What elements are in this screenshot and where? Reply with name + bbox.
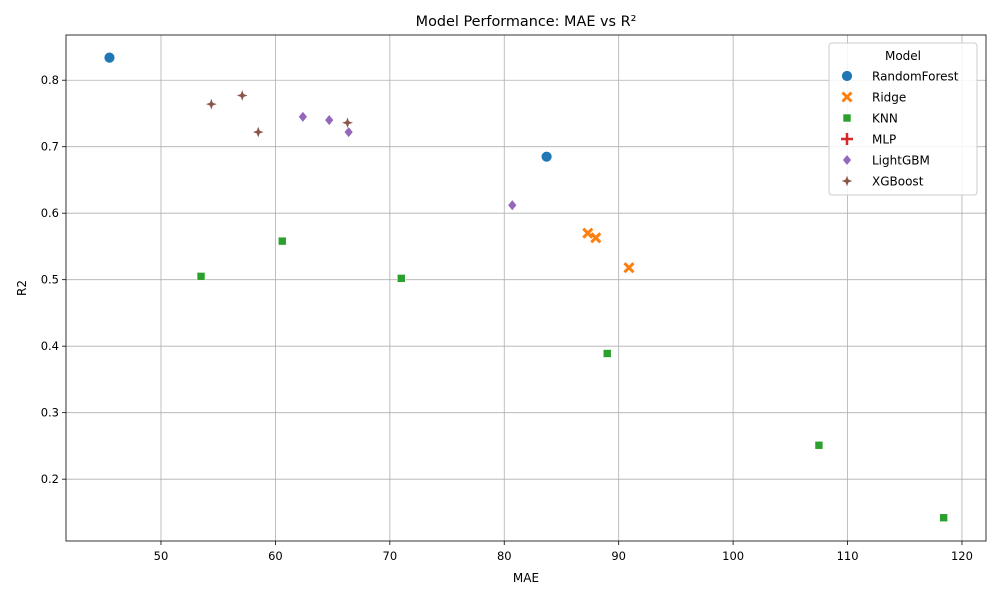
data-point-lightgbm — [324, 114, 335, 127]
x-tick-label: 90 — [611, 549, 626, 563]
data-point-xgboost — [340, 116, 355, 130]
x-axis-label: MAE — [513, 571, 539, 585]
data-point-xgboost — [204, 97, 219, 111]
legend-item-lightgbm: LightGBM — [842, 154, 930, 168]
data-points — [103, 51, 948, 523]
y-tick-label: 0.8 — [41, 73, 59, 87]
data-point-knn — [196, 272, 206, 281]
legend-item-xgboost: XGBoost — [840, 174, 924, 189]
legend-label: Ridge — [872, 91, 906, 105]
legend: Model RandomForest Ridge KNN MLP LightGBM XGB… — [828, 42, 978, 196]
data-point-ridge — [590, 232, 602, 244]
legend-label: MLP — [872, 133, 896, 147]
y-tick-label: 0.7 — [41, 140, 59, 154]
data-point-ridge — [582, 227, 594, 239]
data-point-knn — [814, 440, 824, 450]
legend-item-randomforest: RandomForest — [841, 70, 959, 84]
y-tick-label: 0.3 — [41, 406, 59, 420]
legend-item-mlp: MLP — [841, 133, 896, 147]
y-tick-label: 0.6 — [41, 206, 59, 220]
x-tick-label: 80 — [497, 549, 512, 563]
x-tick-label: 100 — [722, 549, 744, 563]
legend-marker-knn — [842, 113, 852, 123]
legend-title: Model — [885, 49, 921, 63]
data-point-randomforest — [103, 51, 116, 64]
legend-marker-xgboost — [840, 174, 854, 188]
x-tick-label: 60 — [268, 549, 283, 563]
data-point-knn — [396, 274, 406, 283]
axes: 50 60 70 80 90 100 110 120 0.2 0.3 0.4 0.5 0.6 0.7 0.8 — [41, 73, 973, 563]
legend-label: XGBoost — [872, 175, 924, 189]
data-point-xgboost — [235, 88, 249, 103]
data-point-knn — [277, 236, 287, 246]
y-tick-label: 0.2 — [41, 472, 59, 486]
series-ridge — [582, 227, 635, 274]
legend-marker-lightgbm — [842, 154, 852, 166]
data-point-knn — [939, 513, 948, 523]
data-point-xgboost — [251, 125, 265, 139]
x-tick-label: 50 — [154, 549, 169, 563]
legend-frame — [828, 42, 978, 196]
legend-label: RandomForest — [872, 70, 959, 84]
y-tick-label: 0.5 — [41, 273, 59, 287]
legend-label: LightGBM — [872, 154, 930, 168]
data-point-ridge — [623, 262, 635, 274]
legend-marker-mlp — [841, 133, 853, 145]
legend-marker-randomforest — [841, 70, 853, 82]
data-point-lightgbm — [297, 110, 308, 123]
data-point-lightgbm — [343, 126, 354, 139]
plot-frame — [65, 34, 987, 542]
series-lightgbm — [297, 110, 518, 212]
legend-label: KNN — [872, 112, 898, 126]
data-point-knn — [602, 349, 612, 358]
data-point-lightgbm — [507, 199, 518, 212]
legend-item-ridge: Ridge — [841, 91, 906, 105]
series-randomforest — [103, 51, 553, 163]
x-tick-label: 110 — [837, 549, 859, 563]
x-tick-label: 70 — [383, 549, 398, 563]
y-tick-label: 0.4 — [41, 339, 59, 353]
series-xgboost — [204, 88, 355, 139]
legend-item-knn: KNN — [842, 112, 898, 126]
y-axis-label: R2 — [15, 280, 29, 296]
data-point-randomforest — [540, 150, 553, 163]
chart-title: Model Performance: MAE vs R² — [416, 14, 637, 30]
legend-marker-ridge — [841, 91, 853, 103]
series-knn — [196, 236, 948, 523]
x-tick-label: 120 — [951, 549, 973, 563]
